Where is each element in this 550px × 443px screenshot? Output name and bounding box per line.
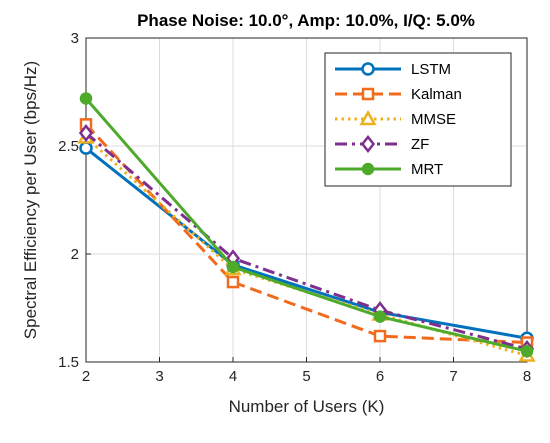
legend-item-lstm: LSTM xyxy=(335,61,451,78)
point-mrt xyxy=(226,260,240,274)
point-kalman xyxy=(373,329,387,343)
series-line-kalman xyxy=(84,123,528,345)
x-tick-label: 3 xyxy=(155,368,163,385)
legend-marker-mrt xyxy=(361,162,375,176)
x-axis-label: Number of Users (K) xyxy=(229,397,385,416)
legend-item-mmse: MMSE xyxy=(335,109,456,128)
series-group xyxy=(77,92,536,362)
legend-item-kalman: Kalman xyxy=(335,86,462,103)
legend-marker-mmse xyxy=(359,109,377,126)
legend-marker-kalman xyxy=(361,87,375,101)
legend-marker-lstm xyxy=(361,62,375,76)
y-axis-label: Spectral Efficiency per User (bps/Hz) xyxy=(21,61,40,339)
legend-label-kalman: Kalman xyxy=(411,86,462,103)
y-tick-label: 1.5 xyxy=(58,354,79,371)
chart-title: Phase Noise: 10.0°, Amp: 10.0%, I/Q: 5.0… xyxy=(137,11,475,30)
legend-item-zf: ZF xyxy=(335,134,429,154)
axis-ticks: 2 3 4 5 6 7 81.522.53 xyxy=(58,30,531,385)
x-tick-label: 5 xyxy=(302,368,310,385)
point-lstm xyxy=(79,141,93,155)
x-tick-label: 8 xyxy=(523,368,531,385)
series-mrt xyxy=(79,92,534,358)
series-line-lstm xyxy=(85,146,528,340)
y-tick-label: 2.5 xyxy=(58,138,79,155)
legend-label-zf: ZF xyxy=(411,136,429,153)
point-kalman xyxy=(226,275,240,289)
x-tick-label: 4 xyxy=(229,368,237,385)
legend-label-mrt: MRT xyxy=(411,161,443,178)
x-tick-label: 7 xyxy=(449,368,457,385)
legend-item-mrt: MRT xyxy=(335,161,443,178)
series-line-zf xyxy=(85,131,528,351)
y-tick-label: 3 xyxy=(71,30,79,47)
legend-label-lstm: LSTM xyxy=(411,61,451,78)
point-mrt xyxy=(79,92,93,105)
x-tick-label: 6 xyxy=(376,368,384,385)
point-zf xyxy=(78,124,94,143)
legend: LSTM Kalman MMSE ZF MRT xyxy=(324,52,512,187)
legend-marker-zf xyxy=(360,134,376,154)
x-tick-label: 2 xyxy=(82,368,90,385)
y-tick-label: 2 xyxy=(71,246,79,263)
series-line-mrt xyxy=(84,97,528,353)
legend-label-mmse: MMSE xyxy=(411,111,456,128)
point-mrt xyxy=(373,310,387,323)
point-mrt xyxy=(520,344,534,358)
